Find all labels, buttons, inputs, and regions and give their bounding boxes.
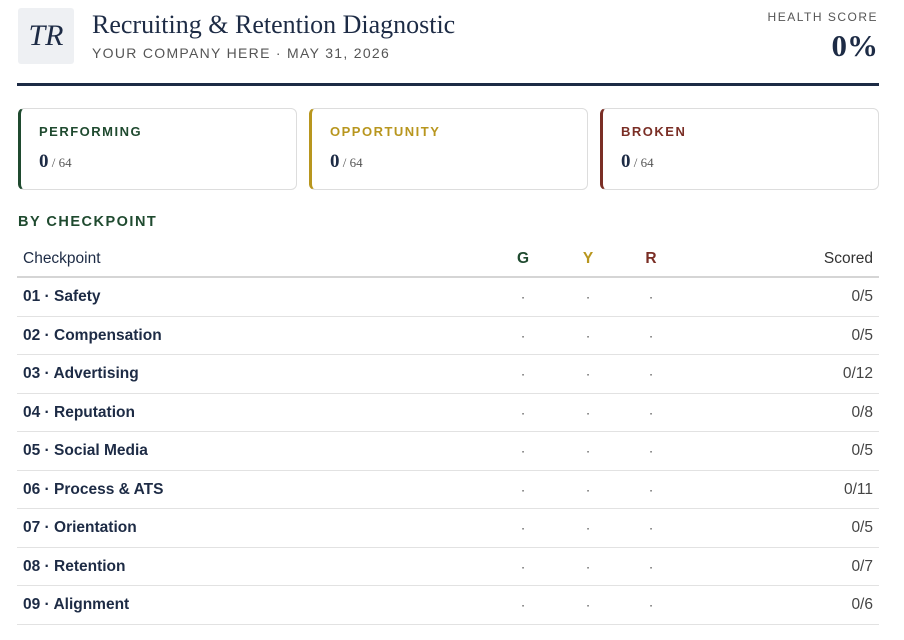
row-cell: · [648,328,654,343]
row-cell: · [585,366,591,382]
column-header: Scored [823,250,873,267]
row-cell: · [585,482,591,497]
row-cell: 0/7 [851,557,873,575]
card-total: / 64 [339,155,363,170]
row-cell: 0/11 [843,480,873,498]
row-cell: · [520,289,526,305]
card-count: 0 [39,151,49,172]
row-cell: · [520,520,526,536]
row-cell: · [648,482,654,497]
row-cell: 0/5 [851,288,873,305]
score: 0% [831,28,879,63]
row-cell: · [648,405,654,420]
row-cell: · [648,366,654,382]
card-value: 0 / 64 [39,151,72,173]
row-rule [17,315,879,317]
row-cell: · [648,520,654,536]
row-rule [17,508,879,509]
row-cell: · [520,328,526,343]
card-label: PERFORMING [39,124,143,139]
row-cell: · [648,289,654,305]
row-cell: · [585,328,591,343]
row-name: 09 · Alignment [23,596,130,613]
row-name: 05 · Social Media [23,442,148,459]
row-name: 03 · Advertising [23,365,139,382]
row-name: 02 · Compensation [23,326,162,344]
card-count: 0 [621,151,631,172]
row-rule [17,623,879,625]
row-rule [17,585,879,586]
card-count: 0 [330,151,340,172]
card-value: 0 / 64 [621,151,654,173]
row-rule [17,431,879,432]
row-rule [17,546,879,548]
row-cell: · [585,443,591,459]
row-cell: · [585,597,591,613]
row-name: 07 · Orientation [23,519,137,536]
row-cell: 0/5 [851,326,873,344]
title: Recruiting & Retention Diagnostic [92,10,456,39]
row-cell: 0/6 [851,596,873,613]
row-rule [17,469,879,471]
row-cell: 0/12 [842,365,873,382]
row-cell: · [520,559,526,574]
row-cell: 0/5 [851,519,873,536]
row-cell: · [520,482,526,497]
column-header: R [645,250,657,267]
row-rule [17,392,879,394]
row-cell: · [585,520,591,536]
score-label: HEALTH SCORE [767,10,878,24]
row-name: 08 · Retention [23,557,126,575]
row-rule [17,354,879,355]
card-total: / 64 [48,155,72,170]
row-name: 06 · Process & ATS [23,480,164,498]
row-name: 04 · Reputation [23,403,135,421]
row-cell: · [585,559,591,574]
subtitle: YOUR COMPANY HERE · MAY 31, 2026 [92,45,391,61]
row-cell: · [520,366,526,382]
row-cell: · [520,597,526,613]
divider [17,83,879,86]
row-cell: · [648,597,654,613]
row-cell: · [585,289,591,305]
card-total: / 64 [630,155,654,170]
row-cell: · [520,405,526,420]
row-cell: · [648,559,654,574]
row-cell: · [585,405,591,420]
row-cell: 0/5 [851,442,873,459]
header-rule [17,276,879,278]
status-card: PERFORMING 0 / 64 [18,108,297,190]
logo: TR [18,8,74,64]
row-cell: · [648,443,654,459]
row-cell: 0/8 [851,403,873,421]
column-header: G [516,250,530,267]
section-title: BY CHECKPOINT [18,214,158,230]
card-label: BROKEN [621,124,687,139]
status-card: OPPORTUNITY 0 / 64 [309,108,588,190]
column-header: Y [582,250,594,267]
card-label: OPPORTUNITY [330,124,441,139]
column-header: Checkpoint [23,250,101,267]
row-name: 01 · Safety [23,288,101,305]
card-value: 0 / 64 [330,151,363,173]
status-card: BROKEN 0 / 64 [600,108,879,190]
row-cell: · [520,443,526,459]
